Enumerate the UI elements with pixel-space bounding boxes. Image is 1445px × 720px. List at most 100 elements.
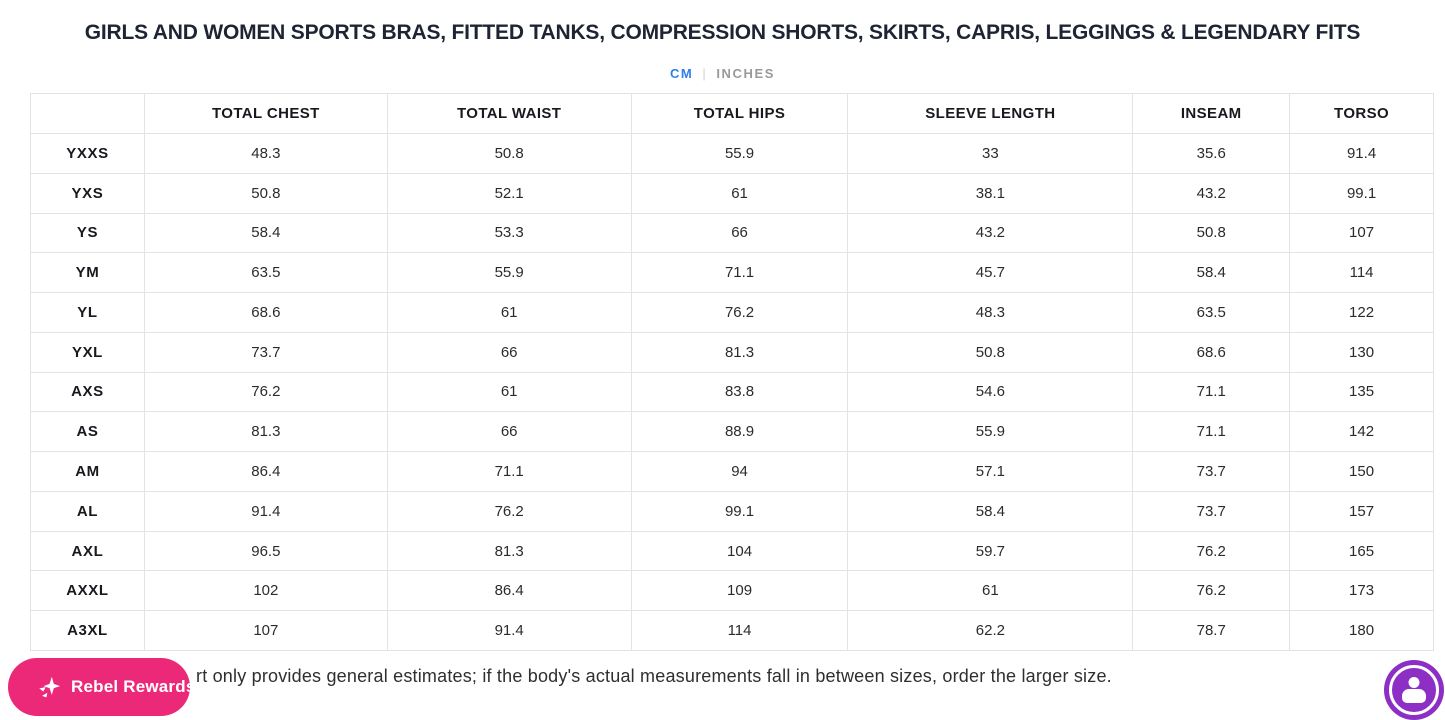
size-label: AXL — [30, 530, 145, 572]
unit-inches-link[interactable]: INCHES — [716, 66, 776, 81]
size-label: YM — [30, 252, 145, 294]
rewards-badge-button[interactable]: Rebel Rewards — [8, 658, 195, 716]
measurement-cell: 50.8 — [143, 172, 388, 214]
table-row: YM 63.5 55.9 71.1 45.7 58.4 114 — [30, 252, 1434, 294]
measurement-cell: 61 — [630, 172, 849, 214]
measurement-cell: 157 — [1289, 490, 1434, 532]
size-label: AXXL — [30, 570, 145, 612]
measurement-cell: 48.3 — [847, 292, 1134, 333]
table-row: YXL 73.7 66 81.3 50.8 68.6 130 — [30, 331, 1434, 373]
measurement-cell: 114 — [1289, 252, 1434, 294]
measurement-cell: 122 — [1289, 292, 1434, 333]
measurement-cell: 135 — [1289, 371, 1434, 413]
measurement-cell: 57.1 — [847, 451, 1134, 492]
measurement-cell: 130 — [1289, 331, 1434, 373]
measurement-cell: 68.6 — [143, 292, 388, 333]
measurement-cell: 53.3 — [386, 212, 632, 254]
table-row: YS 58.4 53.3 66 43.2 50.8 107 — [30, 212, 1434, 254]
measurement-cell: 45.7 — [847, 252, 1134, 294]
measurement-cell: 58.4 — [143, 212, 388, 254]
measurement-cell: 66 — [386, 331, 632, 373]
column-header: SLEEVE LENGTH — [847, 93, 1134, 134]
measurement-cell: 61 — [386, 371, 632, 413]
measurement-cell: 50.8 — [847, 331, 1134, 373]
measurement-cell: 50.8 — [386, 133, 632, 174]
measurement-cell: 58.4 — [847, 490, 1134, 532]
measurement-cell: 91.4 — [386, 610, 632, 651]
table-row: AS 81.3 66 88.9 55.9 71.1 142 — [30, 411, 1434, 453]
measurement-cell: 81.3 — [630, 331, 849, 373]
measurement-cell: 76.2 — [630, 292, 849, 333]
measurement-cell: 43.2 — [847, 212, 1134, 254]
table-row: YL 68.6 61 76.2 48.3 63.5 122 — [30, 292, 1434, 333]
measurement-cell: 50.8 — [1132, 212, 1291, 254]
size-label: YXS — [30, 172, 145, 214]
measurement-cell: 114 — [630, 610, 849, 651]
measurement-cell: 38.1 — [847, 172, 1134, 214]
measurement-cell: 55.9 — [386, 252, 632, 294]
measurement-cell: 86.4 — [143, 451, 388, 492]
measurement-cell: 76.2 — [386, 490, 632, 532]
measurement-cell: 91.4 — [1289, 133, 1434, 174]
measurement-cell: 83.8 — [630, 371, 849, 413]
measurement-cell: 96.5 — [143, 530, 388, 572]
size-label: YXL — [30, 331, 145, 373]
unit-toggle: CM | INCHES — [0, 66, 1445, 81]
measurement-cell: 99.1 — [1289, 172, 1434, 214]
measurement-cell: 71.1 — [630, 252, 849, 294]
table-row: YXS 50.8 52.1 61 38.1 43.2 99.1 — [30, 172, 1434, 214]
measurement-cell: 52.1 — [386, 172, 632, 214]
column-header: TOTAL HIPS — [630, 93, 849, 134]
size-label: YL — [30, 292, 145, 333]
unit-separator: | — [702, 66, 708, 81]
measurement-cell: 76.2 — [143, 371, 388, 413]
size-column-header — [30, 93, 145, 134]
size-label: AM — [30, 451, 145, 492]
page-title: GIRLS AND WOMEN SPORTS BRAS, FITTED TANK… — [84, 21, 1361, 44]
measurement-cell: 86.4 — [386, 570, 632, 612]
measurement-cell: 165 — [1289, 530, 1434, 572]
measurement-cell: 99.1 — [630, 490, 849, 532]
measurement-cell: 61 — [847, 570, 1134, 612]
measurement-cell: 107 — [143, 610, 388, 651]
measurement-cell: 62.2 — [847, 610, 1134, 651]
measurement-cell: 76.2 — [1132, 530, 1291, 572]
column-header: TORSO — [1289, 93, 1434, 134]
measurement-cell: 91.4 — [143, 490, 388, 532]
measurement-cell: 73.7 — [1132, 490, 1291, 532]
table-header-row: TOTAL CHEST TOTAL WAIST TOTAL HIPS SLEEVE L… — [30, 93, 1434, 134]
measurement-cell: 94 — [630, 451, 849, 492]
measurement-cell: 71.1 — [386, 451, 632, 492]
size-label: A3XL — [30, 610, 145, 651]
measurement-cell: 142 — [1289, 411, 1434, 453]
measurement-cell: 55.9 — [630, 133, 849, 174]
measurement-cell: 68.6 — [1132, 331, 1291, 373]
measurement-cell: 63.5 — [1132, 292, 1291, 333]
measurement-cell: 81.3 — [386, 530, 632, 572]
measurement-cell: 73.7 — [1132, 451, 1291, 492]
measurement-cell: 102 — [143, 570, 388, 612]
size-label: YS — [30, 212, 145, 254]
size-label: YXXS — [30, 133, 145, 174]
measurement-cell: 33 — [847, 133, 1134, 174]
measurement-cell: 78.7 — [1132, 610, 1291, 651]
measurement-cell: 54.6 — [847, 371, 1134, 413]
measurement-cell: 35.6 — [1132, 133, 1291, 174]
unit-cm-link[interactable]: CM — [669, 66, 694, 81]
column-header: TOTAL WAIST — [386, 93, 632, 134]
table-row: AL 91.4 76.2 99.1 58.4 73.7 157 — [30, 490, 1434, 532]
measurement-cell: 180 — [1289, 610, 1434, 651]
measurement-cell: 104 — [630, 530, 849, 572]
measurement-cell: 66 — [386, 411, 632, 453]
measurement-cell: 109 — [630, 570, 849, 612]
measurement-cell: 66 — [630, 212, 849, 254]
size-chart-table: TOTAL CHEST TOTAL WAIST TOTAL HIPS SLEEVE L… — [30, 93, 1434, 651]
accessibility-widget-button[interactable] — [1384, 660, 1444, 720]
table-row: AXL 96.5 81.3 104 59.7 76.2 165 — [30, 530, 1434, 572]
measurement-cell: 73.7 — [143, 331, 388, 373]
measurement-cell: 55.9 — [847, 411, 1134, 453]
measurement-cell: 107 — [1289, 212, 1434, 254]
measurement-cell: 63.5 — [143, 252, 388, 294]
size-label: AS — [30, 411, 145, 453]
size-label: AXS — [30, 371, 145, 413]
